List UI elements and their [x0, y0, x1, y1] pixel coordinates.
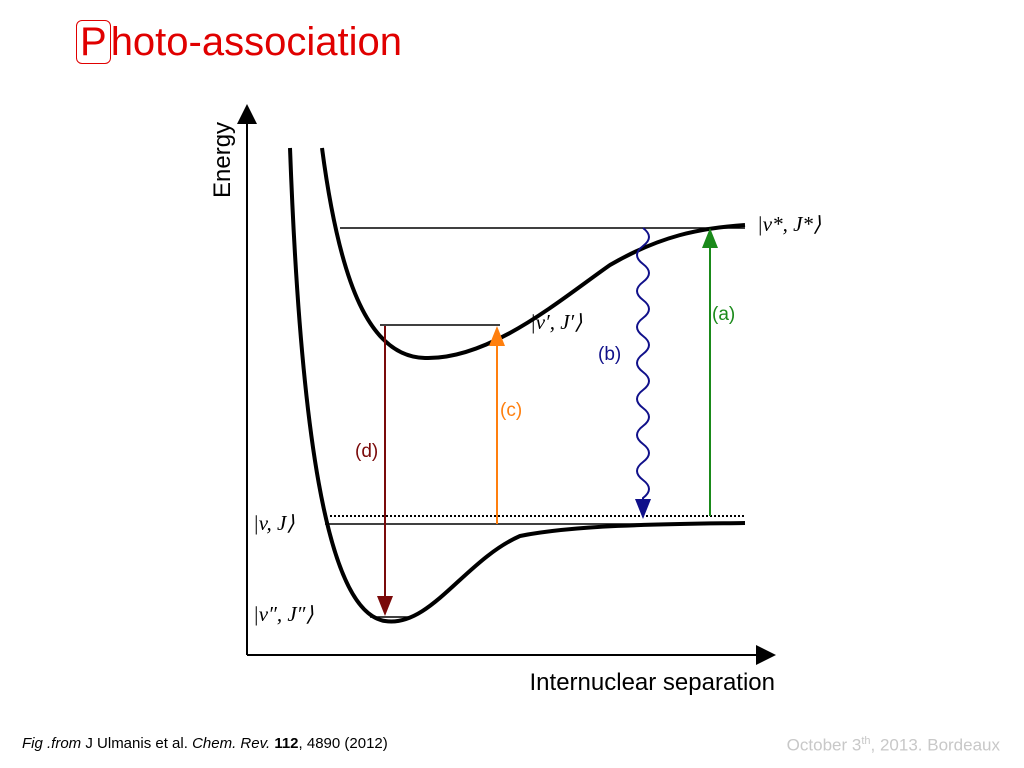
footer-rest: , 2013. Bordeaux — [870, 735, 1000, 755]
state-label: |v′, J′⟩ — [530, 310, 582, 334]
caption-volume: 112 — [274, 735, 299, 752]
arrow-b — [635, 227, 651, 519]
x-axis-label: Internuclear separation — [530, 669, 775, 696]
state-label: |v″, J″⟩ — [253, 602, 314, 626]
transition-label: (c) — [500, 400, 522, 421]
ground-potential — [288, 147, 746, 624]
footer: October 3th, 2013. Bordeaux — [787, 735, 1000, 756]
y-axis-label: Energy — [209, 122, 236, 198]
caption-authors: J Ulmanis et al. — [85, 735, 188, 752]
transition-label: (d) — [355, 441, 378, 462]
title-initial: P — [76, 20, 111, 64]
title-rest: hoto-association — [110, 20, 402, 64]
levels — [325, 227, 745, 618]
state-label: |v, J⟩ — [253, 511, 295, 535]
transition-label: (a) — [712, 304, 735, 325]
transition-label: (b) — [598, 344, 621, 365]
caption-journal: Chem. Rev. — [192, 735, 271, 752]
footer-date: October 3 — [786, 735, 862, 755]
footer-superscript: th — [861, 735, 871, 747]
caption: Fig .from J Ulmanis et al. Chem. Rev. 11… — [22, 735, 388, 752]
state-label: |v*, J*⟩ — [757, 212, 821, 236]
caption-pages: , 4890 (2012) — [298, 735, 388, 752]
caption-prefix: Fig .from — [22, 735, 82, 752]
